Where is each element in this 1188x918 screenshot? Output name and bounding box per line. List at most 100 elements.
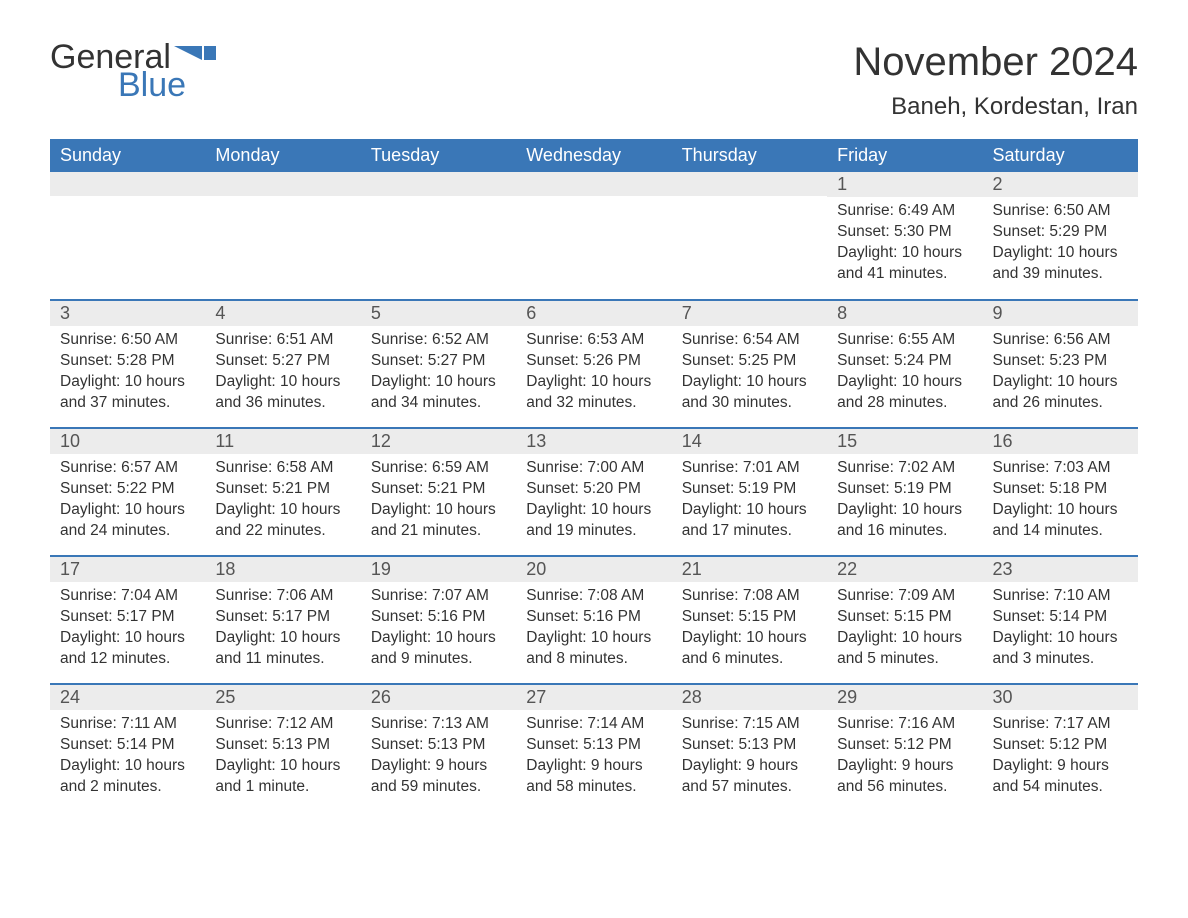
title-block: November 2024 Baneh, Kordestan, Iran [853, 40, 1138, 121]
daylight-line: Daylight: 10 hours and 19 minutes. [526, 500, 661, 542]
sunrise-line: Sunrise: 6:55 AM [837, 330, 972, 351]
sunrise-line: Sunrise: 7:00 AM [526, 458, 661, 479]
sunset-line: Sunset: 5:27 PM [215, 351, 350, 372]
day-number: 3 [50, 301, 205, 326]
sunset-line: Sunset: 5:13 PM [526, 735, 661, 756]
day-body: Sunrise: 6:54 AMSunset: 5:25 PMDaylight:… [672, 326, 827, 422]
day-number: 11 [205, 429, 360, 454]
day-number: 6 [516, 301, 671, 326]
calendar-row: 24Sunrise: 7:11 AMSunset: 5:14 PMDayligh… [50, 684, 1138, 812]
day-body: Sunrise: 7:07 AMSunset: 5:16 PMDaylight:… [361, 582, 516, 678]
calendar-cell: 3Sunrise: 6:50 AMSunset: 5:28 PMDaylight… [50, 300, 205, 428]
sunrise-line: Sunrise: 7:08 AM [682, 586, 817, 607]
calendar-cell: 30Sunrise: 7:17 AMSunset: 5:12 PMDayligh… [983, 684, 1138, 812]
sunrise-line: Sunrise: 6:53 AM [526, 330, 661, 351]
sunrise-line: Sunrise: 6:52 AM [371, 330, 506, 351]
sunset-line: Sunset: 5:19 PM [682, 479, 817, 500]
sunset-line: Sunset: 5:18 PM [993, 479, 1128, 500]
sunrise-line: Sunrise: 7:06 AM [215, 586, 350, 607]
day-number: 23 [983, 557, 1138, 582]
daylight-line: Daylight: 9 hours and 57 minutes. [682, 756, 817, 798]
day-number: 4 [205, 301, 360, 326]
daylight-line: Daylight: 10 hours and 2 minutes. [60, 756, 195, 798]
sunrise-line: Sunrise: 7:12 AM [215, 714, 350, 735]
day-body: Sunrise: 7:00 AMSunset: 5:20 PMDaylight:… [516, 454, 671, 550]
sunrise-line: Sunrise: 7:13 AM [371, 714, 506, 735]
weekday-header: Wednesday [516, 139, 671, 172]
day-number: 22 [827, 557, 982, 582]
sunset-line: Sunset: 5:13 PM [215, 735, 350, 756]
day-body: Sunrise: 7:04 AMSunset: 5:17 PMDaylight:… [50, 582, 205, 678]
calendar-cell: 14 Sunrise: 7:01 AMSunset: 5:19 PMDayligh… [672, 428, 827, 556]
sunrise-line: Sunrise: 6:50 AM [60, 330, 195, 351]
day-number: 20 [516, 557, 671, 582]
calendar-cell: 23Sunrise: 7:10 AMSunset: 5:14 PMDayligh… [983, 556, 1138, 684]
day-number: 17 [50, 557, 205, 582]
sunrise-line: Sunrise: 6:59 AM [371, 458, 506, 479]
day-body: Sunrise: 7:08 AMSunset: 5:15 PMDaylight:… [672, 582, 827, 678]
calendar-cell [361, 172, 516, 300]
sunset-line: Sunset: 5:16 PM [526, 607, 661, 628]
calendar-cell: 29Sunrise: 7:16 AMSunset: 5:12 PMDayligh… [827, 684, 982, 812]
sunrise-line: Sunrise: 6:58 AM [215, 458, 350, 479]
weekday-header: Sunday [50, 139, 205, 172]
sunrise-line: Sunrise: 7:03 AM [993, 458, 1128, 479]
calendar-cell: 17Sunrise: 7:04 AMSunset: 5:17 PMDayligh… [50, 556, 205, 684]
day-number: 24 [50, 685, 205, 710]
calendar-cell: 21Sunrise: 7:08 AMSunset: 5:15 PMDayligh… [672, 556, 827, 684]
calendar-cell: 15Sunrise: 7:02 AMSunset: 5:19 PMDayligh… [827, 428, 982, 556]
daylight-line: Daylight: 10 hours and 34 minutes. [371, 372, 506, 414]
day-number: 12 [361, 429, 516, 454]
sunset-line: Sunset: 5:30 PM [837, 222, 972, 243]
daylight-line: Daylight: 10 hours and 16 minutes. [837, 500, 972, 542]
calendar-cell [516, 172, 671, 300]
empty-cell [516, 172, 671, 196]
sunset-line: Sunset: 5:28 PM [60, 351, 195, 372]
day-number: 14 [672, 429, 827, 454]
page-title: November 2024 [853, 40, 1138, 85]
sunset-line: Sunset: 5:17 PM [215, 607, 350, 628]
day-number: 2 [983, 172, 1138, 197]
sunrise-line: Sunrise: 7:01 AM [682, 458, 817, 479]
calendar-row: 10Sunrise: 6:57 AMSunset: 5:22 PMDayligh… [50, 428, 1138, 556]
sunset-line: Sunset: 5:23 PM [993, 351, 1128, 372]
sunset-line: Sunset: 5:14 PM [60, 735, 195, 756]
day-body: Sunrise: 6:52 AMSunset: 5:27 PMDaylight:… [361, 326, 516, 422]
daylight-line: Daylight: 10 hours and 12 minutes. [60, 628, 195, 670]
daylight-line: Daylight: 10 hours and 36 minutes. [215, 372, 350, 414]
daylight-line: Daylight: 10 hours and 3 minutes. [993, 628, 1128, 670]
sunset-line: Sunset: 5:25 PM [682, 351, 817, 372]
day-body: Sunrise: 7:16 AMSunset: 5:12 PMDaylight:… [827, 710, 982, 806]
sunset-line: Sunset: 5:24 PM [837, 351, 972, 372]
calendar-cell: 27Sunrise: 7:14 AMSunset: 5:13 PMDayligh… [516, 684, 671, 812]
calendar-cell: 10Sunrise: 6:57 AMSunset: 5:22 PMDayligh… [50, 428, 205, 556]
sunrise-line: Sunrise: 7:14 AM [526, 714, 661, 735]
sunset-line: Sunset: 5:29 PM [993, 222, 1128, 243]
empty-cell [205, 172, 360, 196]
day-number: 19 [361, 557, 516, 582]
sunset-line: Sunset: 5:27 PM [371, 351, 506, 372]
sunrise-line: Sunrise: 6:56 AM [993, 330, 1128, 351]
calendar-row: 3 Sunrise: 6:50 AMSunset: 5:28 PM Daylight… [50, 300, 1138, 428]
sunrise-line: Sunrise: 7:04 AM [60, 586, 195, 607]
daylight-line: Daylight: 10 hours and 21 minutes. [371, 500, 506, 542]
sunset-line: Sunset: 5:22 PM [60, 479, 195, 500]
day-body: Sunrise: 6:49 AMSunset: 5:30 PMDaylight:… [827, 197, 982, 293]
sunset-line: Sunset: 5:15 PM [682, 607, 817, 628]
daylight-line: Daylight: 10 hours and 6 minutes. [682, 628, 817, 670]
day-body: Sunrise: 7:15 AMSunset: 5:13 PMDaylight:… [672, 710, 827, 806]
sunrise-line: Sunrise: 7:15 AM [682, 714, 817, 735]
daylight-line: Daylight: 10 hours and 17 minutes. [682, 500, 817, 542]
day-number: 1 [827, 172, 982, 197]
calendar-cell: 18Sunrise: 7:06 AMSunset: 5:17 PMDayligh… [205, 556, 360, 684]
calendar-cell: 24 Sunrise: 7:11 AMSunset: 5:14 PMDayligh… [50, 684, 205, 812]
day-body: Sunrise: 7:03 AMSunset: 5:18 PMDaylight:… [983, 454, 1138, 550]
day-body: Sunrise: 6:50 AMSunset: 5:29 PMDaylight:… [983, 197, 1138, 293]
day-number: 26 [361, 685, 516, 710]
daylight-line: Daylight: 10 hours and 11 minutes. [215, 628, 350, 670]
location: Baneh, Kordestan, Iran [853, 93, 1138, 121]
daylight-line: Daylight: 10 hours and 1 minute. [215, 756, 350, 798]
calendar-table: SundayMondayTuesdayWednesdayThursdayFrid… [50, 139, 1138, 812]
sunrise-line: Sunrise: 7:11 AM [60, 714, 195, 735]
calendar-cell: 12Sunrise: 6:59 AMSunset: 5:21 PMDayligh… [361, 428, 516, 556]
